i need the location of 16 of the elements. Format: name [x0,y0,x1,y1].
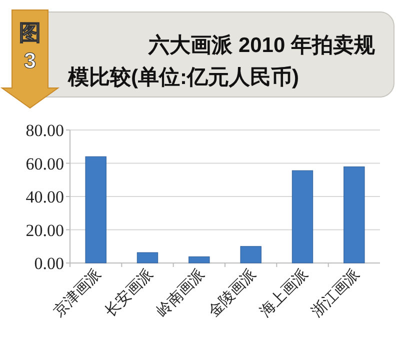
y-tick-label: 20.00 [26,220,64,240]
bar [344,166,365,264]
bar [85,156,106,264]
bar [136,252,158,264]
bar [240,246,262,264]
y-tick-label: 80.00 [26,121,64,140]
y-tick-label: 60.00 [26,154,64,174]
y-tick-label: 0.00 [34,254,64,273]
x-tick-label: 长安画派 [102,266,156,320]
caption: 图3 [19,20,41,73]
bar [292,170,314,264]
x-tick-label: 岭南画派 [154,266,208,320]
x-tick-label: 浙江画派 [308,266,363,320]
chart-title: 六大画派 2010 年拍卖规模比较(单位:亿元人民币) [67,33,375,89]
y-tick-label: 40.00 [26,188,64,206]
bar [188,256,210,264]
